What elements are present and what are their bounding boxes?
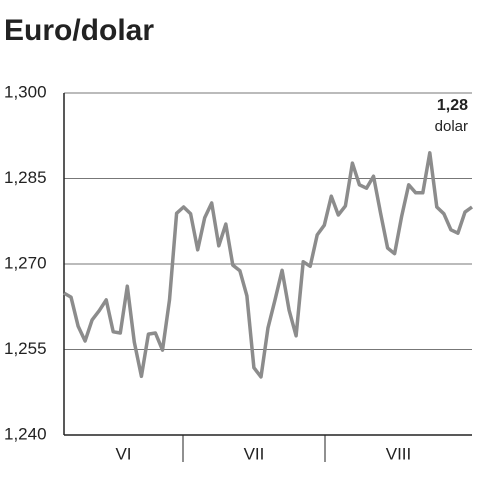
y-tick-label: 1,240 (4, 424, 47, 443)
x-tick-label: VIII (386, 444, 412, 463)
annotation-unit: dolar (435, 118, 468, 135)
y-tick-label: 1,285 (4, 168, 47, 187)
y-tick-label: 1,300 (4, 82, 47, 101)
annotation-value: 1,28 (437, 97, 468, 114)
x-tick-label: VII (244, 444, 265, 463)
y-tick-label: 1,255 (4, 339, 47, 358)
data-line (63, 151, 474, 379)
y-tick-label: 1,270 (4, 253, 47, 272)
x-tick-label: VI (115, 444, 131, 463)
chart-title: Euro/dolar (4, 14, 154, 47)
